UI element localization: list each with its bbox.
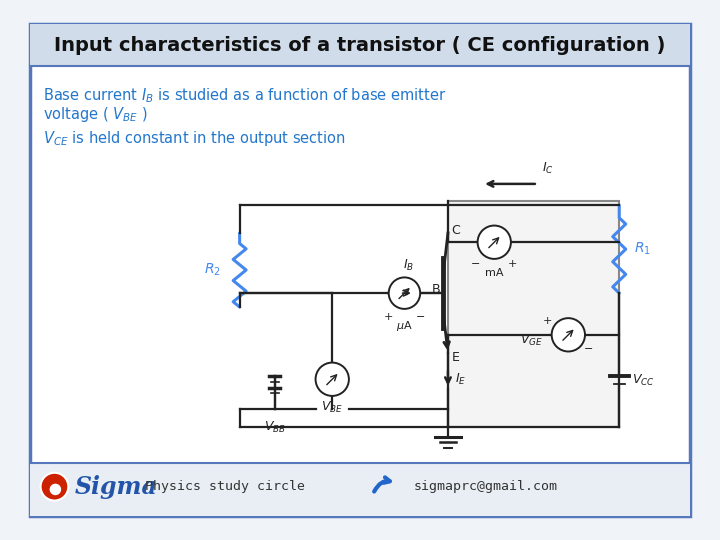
Bar [30,24,690,66]
Text: mA: mA [485,268,503,278]
Text: $V_{BB}$: $V_{BB}$ [264,420,286,435]
Circle shape [49,483,62,496]
Text: Input characteristics of a transistor ( CE configuration ): Input characteristics of a transistor ( … [54,36,666,55]
Text: −: − [584,343,593,354]
Text: sigmaprc@gmail.com: sigmaprc@gmail.com [414,480,558,493]
Circle shape [552,318,585,352]
Text: $V_{GE}$: $V_{GE}$ [520,333,542,348]
Text: Physics study circle: Physics study circle [145,480,305,493]
Circle shape [40,472,68,501]
Text: +: + [384,312,393,322]
Text: +: + [508,259,518,269]
Text: $\mu$A: $\mu$A [396,319,413,333]
Text: Sigma: Sigma [75,475,158,498]
Text: $V_{BE}$: $V_{BE}$ [321,400,343,415]
Circle shape [477,226,511,259]
Text: E: E [451,350,459,363]
Text: −: − [415,312,425,322]
Bar [30,463,690,516]
Text: −: − [471,259,480,269]
Circle shape [389,278,420,309]
Text: $R_1$: $R_1$ [634,241,651,258]
Text: $R_2$: $R_2$ [204,262,221,278]
Text: B: B [431,283,440,296]
Bar [448,200,619,427]
Circle shape [315,362,349,396]
FancyBboxPatch shape [30,24,690,516]
Text: $V_{CC}$: $V_{CC}$ [632,373,655,388]
Text: $V_{CE}$ is held constant in the output section: $V_{CE}$ is held constant in the output … [43,129,346,149]
Text: +: + [544,316,553,326]
Text: Base current $I_B$ is studied as a function of base emitter: Base current $I_B$ is studied as a funct… [43,87,446,105]
Text: $I_C$: $I_C$ [542,161,554,177]
Text: $I_B$: $I_B$ [402,258,414,273]
Text: C: C [451,224,460,237]
Text: $I_E$: $I_E$ [455,372,467,387]
Text: voltage ( $V_{BE}$ ): voltage ( $V_{BE}$ ) [43,105,148,124]
